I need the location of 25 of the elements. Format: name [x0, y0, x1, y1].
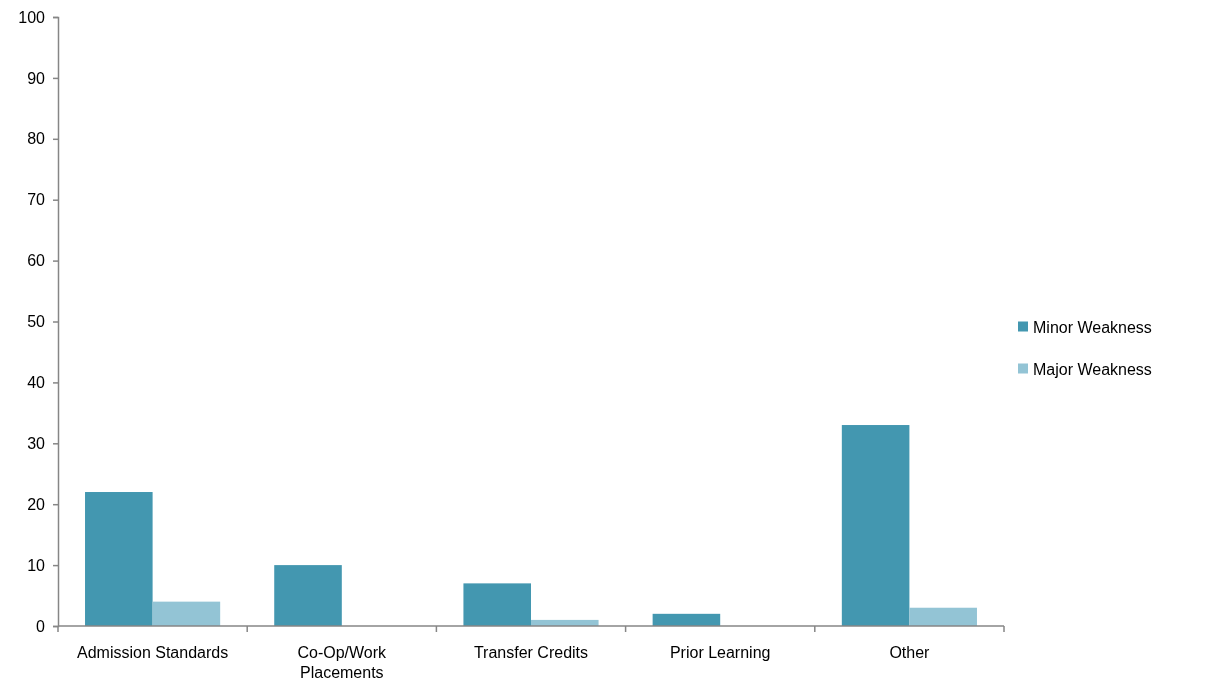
bar: [274, 565, 342, 626]
bar: [909, 607, 977, 626]
x-tick-label: Transfer Credits: [473, 644, 589, 661]
y-tick-label: 10: [27, 556, 46, 574]
y-tick-label: 60: [27, 252, 46, 270]
bar: [841, 425, 910, 626]
y-tick-label: 40: [27, 374, 46, 392]
y-tick-label: 30: [27, 434, 46, 452]
x-tick-label: Admission Standards: [77, 644, 229, 661]
legend-label: Minor Weakness: [1033, 319, 1152, 337]
x-tick-label: Co-Op/Work Placements: [297, 644, 388, 681]
bar: [152, 601, 221, 626]
bar: [652, 613, 721, 626]
y-tick-label: 80: [27, 130, 46, 148]
y-tick-label: 50: [27, 313, 46, 331]
y-tick-label: 0: [36, 617, 46, 635]
legend-label: Major Weakness: [1033, 361, 1152, 379]
y-tick-label: 70: [27, 191, 46, 209]
y-tick-label: 100: [18, 8, 46, 26]
bar: [85, 492, 153, 626]
x-tick-label: Other: [889, 644, 931, 661]
x-tick-label: Prior Learning: [669, 644, 771, 661]
y-tick-label: 90: [27, 69, 46, 87]
y-tick-label: 20: [27, 495, 46, 513]
bar: [463, 583, 531, 626]
